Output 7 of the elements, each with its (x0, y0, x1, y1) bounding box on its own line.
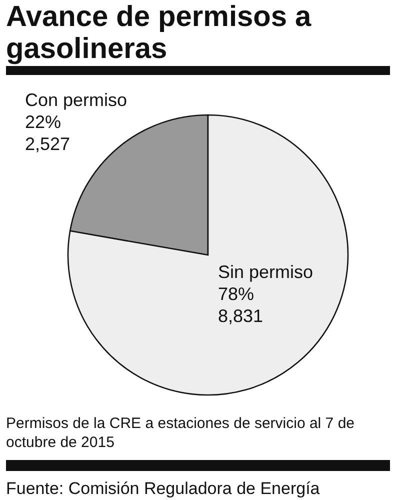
chart-title: Avance de permisos a gasolineras (6, 1, 312, 65)
text: Permisos de la CRE a estaciones de servicio al 7 de octubre de 2015 (6, 415, 355, 451)
data-label: 78% 8,831 (218, 284, 264, 326)
slice-label: Con permiso (25, 90, 128, 110)
source-note: Fuente: Comisión Reguladora de Energía (6, 479, 320, 498)
slice-label: Sin permiso (218, 262, 314, 282)
data-label: 22% 2,527 (25, 112, 70, 154)
